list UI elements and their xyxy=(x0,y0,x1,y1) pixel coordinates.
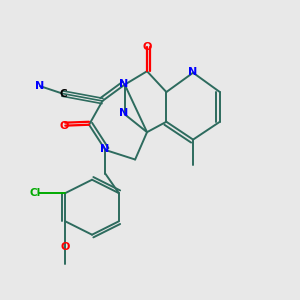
Text: C: C xyxy=(59,89,67,99)
Text: N: N xyxy=(119,79,128,89)
Text: O: O xyxy=(142,42,152,52)
Text: Cl: Cl xyxy=(29,188,40,198)
Text: N: N xyxy=(188,67,197,77)
Text: N: N xyxy=(35,80,44,91)
Text: O: O xyxy=(61,242,70,252)
Text: O: O xyxy=(59,121,68,130)
Text: N: N xyxy=(100,144,109,154)
Text: N: N xyxy=(119,108,128,118)
